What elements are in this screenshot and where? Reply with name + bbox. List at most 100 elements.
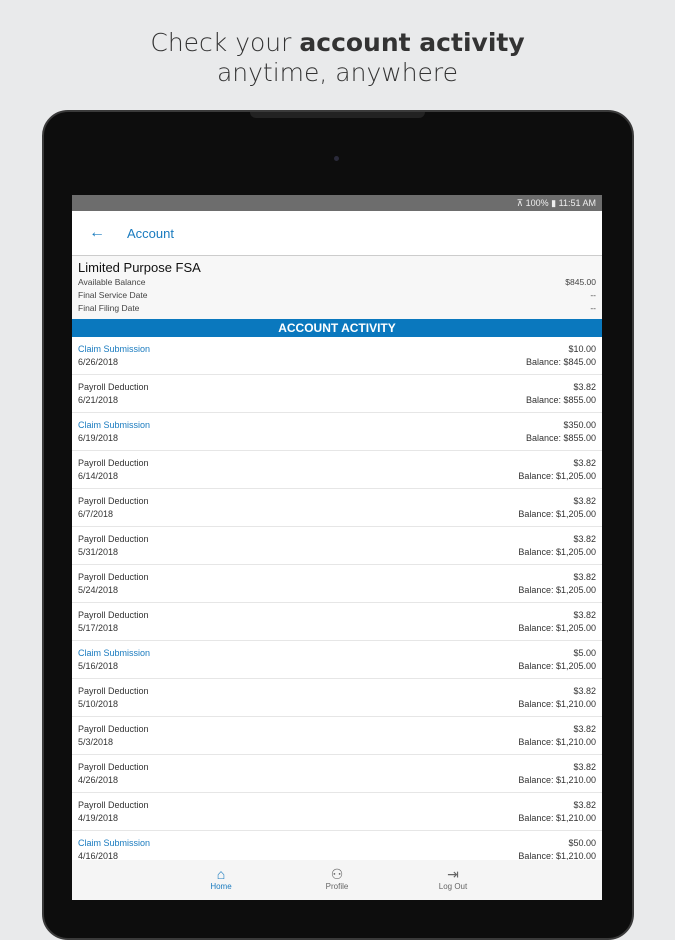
transaction-date: 5/10/2018 xyxy=(78,699,119,709)
transaction-balance: Balance: $1,205.00 xyxy=(518,661,596,671)
transaction-balance: Balance: $1,205.00 xyxy=(518,585,596,595)
page-title: Account xyxy=(127,225,174,241)
transaction-list: Claim Submission 6/26/2018 $10.00 Balance: … xyxy=(72,337,602,869)
transaction-date: 5/17/2018 xyxy=(78,623,119,633)
transaction-amount: $50.00 xyxy=(568,838,596,848)
logout-icon: ⇥ xyxy=(447,866,459,882)
transaction-amount: $5.00 xyxy=(573,648,596,658)
nav-label: Profile xyxy=(325,882,349,891)
transaction-date: 5/3/2018 xyxy=(78,737,114,747)
transaction-date: 5/16/2018 xyxy=(78,661,119,671)
nav-label: Home xyxy=(210,882,232,891)
transaction-date: 6/19/2018 xyxy=(78,433,119,443)
transaction-balance: Balance: $845.00 xyxy=(525,357,596,367)
bottom-nav: ⌂ Home ⚇ Profile ⇥ Log Out xyxy=(72,860,602,900)
transaction-balance: Balance: $1,210.00 xyxy=(518,737,596,747)
transaction-type: Payroll Deduction xyxy=(78,572,149,582)
nav-log-out[interactable]: ⇥ Log Out xyxy=(395,860,511,900)
transaction-type: Payroll Deduction xyxy=(78,762,149,772)
transaction-balance: Balance: $1,205.00 xyxy=(518,471,596,481)
account-activity-header: ACCOUNT ACTIVITY xyxy=(72,319,602,337)
transaction-date: 4/19/2018 xyxy=(78,813,119,823)
transaction-amount: $3.82 xyxy=(573,382,596,392)
transaction-type: Payroll Deduction xyxy=(78,800,149,810)
transaction-row[interactable]: Payroll Deduction 4/19/2018 $3.82 Balance: … xyxy=(72,793,602,831)
transaction-row[interactable]: Payroll Deduction 5/17/2018 $3.82 Balance: … xyxy=(72,603,602,641)
transaction-type: Claim Submission xyxy=(78,648,151,658)
transaction-amount: $3.82 xyxy=(573,800,596,810)
transaction-balance: Balance: $1,210.00 xyxy=(518,813,596,823)
transaction-type: Claim Submission xyxy=(78,344,151,354)
transaction-balance: Balance: $1,205.00 xyxy=(518,623,596,633)
transaction-balance: Balance: $1,210.00 xyxy=(518,851,596,861)
field-value: $845.00 xyxy=(565,277,596,287)
transaction-row[interactable]: Payroll Deduction 5/31/2018 $3.82 Balance: … xyxy=(72,527,602,565)
arrow-left-icon[interactable]: ← xyxy=(89,224,105,241)
hero-line2: anytime, anywhere xyxy=(216,58,459,87)
transaction-type: Payroll Deduction xyxy=(78,534,149,544)
transaction-amount: $350.00 xyxy=(563,420,596,430)
transaction-date: 6/7/2018 xyxy=(78,509,114,519)
account-field: Final Service Date -- xyxy=(78,289,596,302)
transaction-row[interactable]: Claim Submission 6/26/2018 $10.00 Balance: … xyxy=(72,337,602,375)
transaction-type: Payroll Deduction xyxy=(78,458,149,468)
transaction-type: Claim Submission xyxy=(78,420,151,430)
transaction-row[interactable]: Claim Submission 6/19/2018 $350.00 Balance:… xyxy=(72,413,602,451)
account-field: Final Filing Date -- xyxy=(78,302,596,315)
transaction-date: 6/14/2018 xyxy=(78,471,119,481)
transaction-row[interactable]: Payroll Deduction 6/7/2018 $3.82 Balance: $… xyxy=(72,489,602,527)
transaction-type: Payroll Deduction xyxy=(78,686,149,696)
field-value: -- xyxy=(590,290,596,300)
status-bar: ⊼ 100% ▮ 11:51 AM xyxy=(72,195,602,211)
transaction-amount: $3.82 xyxy=(573,572,596,582)
transaction-balance: Balance: $855.00 xyxy=(525,395,596,405)
hero-line1: Check your xyxy=(150,28,300,57)
nav-label: Log Out xyxy=(438,882,468,891)
transaction-amount: $3.82 xyxy=(573,762,596,772)
account-name: Limited Purpose FSA xyxy=(78,260,201,275)
transaction-balance: Balance: $1,205.00 xyxy=(518,509,596,519)
transaction-type: Claim Submission xyxy=(78,838,151,848)
field-label: Available Balance xyxy=(78,277,146,287)
transaction-amount: $3.82 xyxy=(573,534,596,544)
field-value: -- xyxy=(590,303,596,313)
transaction-type: Payroll Deduction xyxy=(78,382,149,392)
transaction-row[interactable]: Payroll Deduction 4/26/2018 $3.82 Balance: … xyxy=(72,755,602,793)
account-summary: Limited Purpose FSA Available Balance $84… xyxy=(72,256,602,319)
transaction-amount: $3.82 xyxy=(573,496,596,506)
transaction-date: 6/26/2018 xyxy=(78,357,119,367)
transaction-row[interactable]: Claim Submission 5/16/2018 $5.00 Balance: $… xyxy=(72,641,602,679)
transaction-row[interactable]: Payroll Deduction 5/24/2018 $3.82 Balance: … xyxy=(72,565,602,603)
speaker xyxy=(250,112,425,118)
transaction-amount: $3.82 xyxy=(573,686,596,696)
transaction-date: 4/26/2018 xyxy=(78,775,119,785)
nav-profile[interactable]: ⚇ Profile xyxy=(279,860,395,900)
transaction-row[interactable]: Payroll Deduction 5/10/2018 $3.82 Balance: … xyxy=(72,679,602,717)
transaction-amount: $3.82 xyxy=(573,724,596,734)
home-icon: ⌂ xyxy=(216,866,226,882)
transaction-row[interactable]: Payroll Deduction 5/3/2018 $3.82 Balance: $… xyxy=(72,717,602,755)
transaction-date: 5/31/2018 xyxy=(78,547,119,557)
transaction-date: 4/16/2018 xyxy=(78,851,119,861)
camera xyxy=(334,156,339,161)
app-bar: ← Account xyxy=(72,211,602,256)
transaction-row[interactable]: Payroll Deduction 6/21/2018 $3.82 Balance: … xyxy=(72,375,602,413)
transaction-type: Payroll Deduction xyxy=(78,496,149,506)
transaction-balance: Balance: $1,210.00 xyxy=(518,775,596,785)
transaction-date: 6/21/2018 xyxy=(78,395,119,405)
transaction-balance: Balance: $1,205.00 xyxy=(518,547,596,557)
hero-line1-bold: account activity xyxy=(299,28,525,57)
transaction-amount: $3.82 xyxy=(573,610,596,620)
field-label: Final Filing Date xyxy=(78,303,140,313)
hero-caption: Check your account activity anytime, any… xyxy=(0,28,675,88)
field-label: Final Service Date xyxy=(78,290,148,300)
transaction-balance: Balance: $1,210.00 xyxy=(518,699,596,709)
person-icon: ⚇ xyxy=(330,866,344,882)
nav-home[interactable]: ⌂ Home xyxy=(163,860,279,900)
transaction-amount: $3.82 xyxy=(573,458,596,468)
transaction-amount: $10.00 xyxy=(568,344,596,354)
transaction-type: Payroll Deduction xyxy=(78,610,149,620)
transaction-date: 5/24/2018 xyxy=(78,585,119,595)
screen: ⊼ 100% ▮ 11:51 AM ← Account Limited Purp… xyxy=(72,195,602,900)
transaction-row[interactable]: Payroll Deduction 6/14/2018 $3.82 Balance: … xyxy=(72,451,602,489)
